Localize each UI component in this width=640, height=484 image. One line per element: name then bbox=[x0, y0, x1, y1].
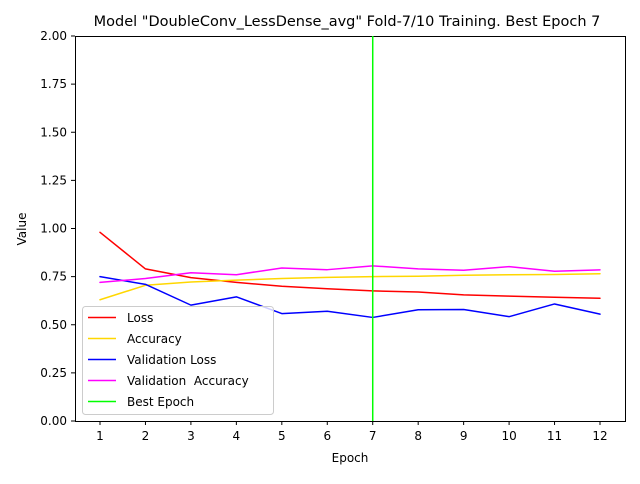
legend-label: Accuracy bbox=[127, 332, 182, 346]
series-line-loss bbox=[99, 231, 601, 299]
legend-label: Loss bbox=[127, 311, 153, 325]
x-tick-label: 4 bbox=[233, 429, 241, 443]
x-tick-label: 12 bbox=[592, 429, 607, 443]
x-tick-label: 10 bbox=[501, 429, 516, 443]
x-axis: 1 2 3 4 5 6 7 8 9 10 11 12 bbox=[96, 421, 608, 443]
plot-area bbox=[75, 36, 626, 422]
y-tick-label: 1.25 bbox=[40, 173, 67, 187]
x-tick-label: 8 bbox=[414, 429, 422, 443]
x-tick-label: 6 bbox=[323, 429, 331, 443]
x-tick-label: 5 bbox=[278, 429, 286, 443]
legend-label: Validation Accuracy bbox=[127, 374, 249, 388]
x-tick-label: 7 bbox=[369, 429, 377, 443]
legend: Loss Accuracy Validation Loss Validation Ac… bbox=[82, 306, 274, 415]
x-tick-label: 3 bbox=[187, 429, 195, 443]
series-lines bbox=[99, 231, 601, 319]
y-tick-label: 0.75 bbox=[40, 270, 67, 284]
series-line-validation-accuracy bbox=[99, 265, 601, 284]
y-tick-label: 0.00 bbox=[40, 414, 67, 428]
y-tick-label: 2.00 bbox=[40, 29, 67, 43]
chart-title: Model "DoubleConv_LessDense_avg" Fold-7/… bbox=[94, 14, 601, 30]
y-axis-label: Value bbox=[15, 213, 29, 246]
plot-frame bbox=[75, 36, 626, 422]
series-line-validation-loss bbox=[99, 275, 601, 319]
legend-label: Validation Loss bbox=[127, 353, 216, 367]
legend-box bbox=[82, 306, 274, 415]
y-axis: 0.00 0.25 0.50 0.75 1.00 1.25 1.50 1.75 2.00 bbox=[40, 29, 75, 428]
y-tick-label: 1.50 bbox=[40, 125, 67, 139]
x-tick-label: 11 bbox=[547, 429, 562, 443]
y-tick-label: 0.50 bbox=[40, 318, 67, 332]
y-tick-label: 0.25 bbox=[40, 366, 67, 380]
x-tick-label: 9 bbox=[460, 429, 468, 443]
series-line-accuracy bbox=[99, 272, 601, 301]
x-tick-label: 1 bbox=[96, 429, 104, 443]
legend-label: Best Epoch bbox=[127, 395, 194, 409]
y-tick-label: 1.00 bbox=[40, 222, 67, 236]
y-tick-label: 1.75 bbox=[40, 77, 67, 91]
x-axis-label: Epoch bbox=[332, 451, 369, 465]
x-tick-label: 2 bbox=[142, 429, 150, 443]
